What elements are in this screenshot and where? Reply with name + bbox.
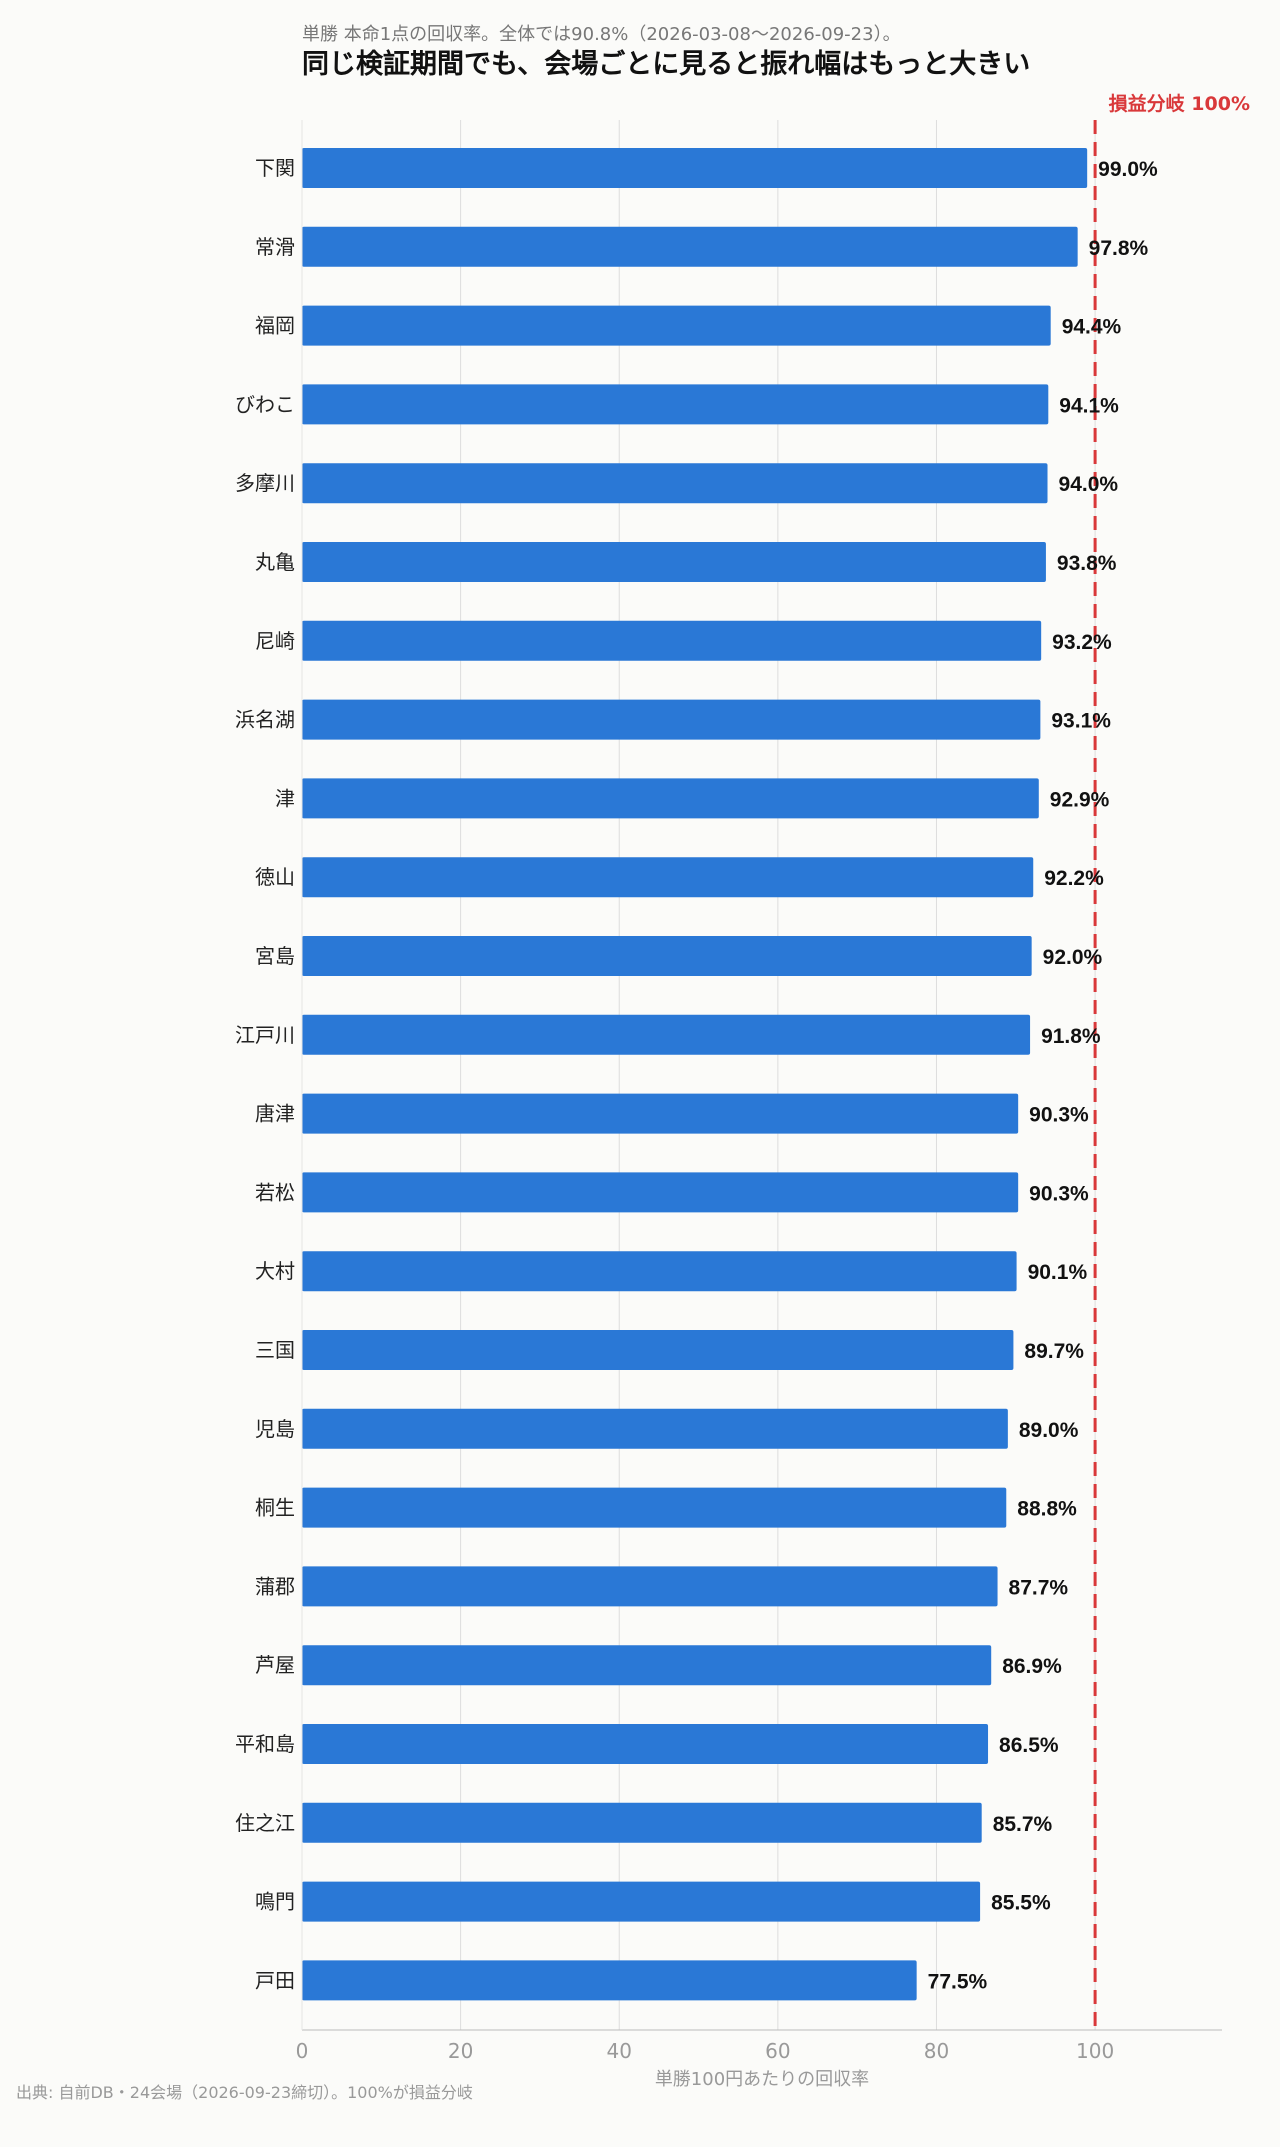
chart-subtitle: 単勝 本命1点の回収率。全体では90.8%（2026-03-08〜2026-09… [302, 24, 901, 45]
category-label-10: 徳山 [255, 865, 295, 889]
category-label-21: 平和島 [235, 1732, 295, 1756]
category-label-4: びわこ [235, 392, 295, 416]
x-tick-label-20: 20 [448, 2039, 473, 2063]
category-label-3: 福岡 [255, 314, 295, 338]
value-label-15: 90.1% [1028, 1261, 1088, 1284]
value-label-5: 94.0% [1059, 473, 1119, 496]
category-label-8: 浜名湖 [235, 708, 295, 732]
bar-22 [302, 1802, 982, 1843]
value-label-16: 89.7% [1024, 1340, 1084, 1363]
category-label-19: 蒲郡 [255, 1574, 295, 1598]
bar-1 [302, 148, 1088, 188]
bar-15 [302, 1251, 1017, 1292]
category-label-24: 戸田 [255, 1968, 295, 1992]
bar-9 [302, 778, 1039, 819]
category-label-22: 住之江 [235, 1811, 295, 1835]
x-tick-label-40: 40 [607, 2039, 632, 2063]
bar-7 [302, 620, 1042, 661]
value-label-13: 90.3% [1029, 1104, 1089, 1127]
breakeven-reference: 損益分岐 100% [1093, 92, 1250, 2030]
value-label-1: 99.0% [1098, 158, 1158, 181]
bar-14 [302, 1172, 1019, 1213]
bar-23 [302, 1881, 981, 1922]
category-label-12: 江戸川 [235, 1023, 295, 1047]
value-label-9: 92.9% [1050, 788, 1110, 811]
x-axis: 0 20 40 60 80 100 [296, 120, 1222, 2063]
value-label-18: 88.8% [1017, 1498, 1077, 1521]
category-label-6: 丸亀 [255, 550, 295, 574]
bars [302, 148, 1088, 2001]
category-label-2: 常滑 [255, 235, 295, 259]
bar-8 [302, 699, 1041, 740]
value-label-10: 92.2% [1044, 867, 1104, 890]
x-tick-label-0: 0 [296, 2039, 309, 2063]
chart-title: 同じ検証期間でも、会場ごとに見ると振れ幅はもっと大きい [302, 48, 1030, 80]
bar-17 [302, 1408, 1008, 1449]
x-tick-label-60: 60 [765, 2039, 790, 2063]
value-label-20: 86.9% [1002, 1655, 1062, 1678]
value-label-23: 85.5% [991, 1892, 1051, 1915]
x-axis-label: 単勝100円あたりの回収率 [655, 2069, 869, 2090]
value-label-3: 94.4% [1062, 316, 1122, 339]
category-label-20: 芦屋 [255, 1653, 295, 1677]
bar-4 [302, 384, 1049, 425]
category-label-16: 三国 [255, 1338, 295, 1362]
bar-12 [302, 1014, 1031, 1055]
value-labels: 99.0% 97.8% 94.4% 94.1% 94.0% 93.8% 93.2% 93.1%… [928, 158, 1158, 1993]
value-label-6: 93.8% [1057, 552, 1117, 575]
bar-20 [302, 1645, 992, 1686]
value-label-22: 85.7% [993, 1813, 1053, 1836]
value-label-24: 77.5% [928, 1970, 988, 1993]
bar-11 [302, 936, 1032, 976]
value-label-17: 89.0% [1019, 1419, 1079, 1442]
category-label-13: 唐津 [255, 1102, 295, 1126]
category-label-7: 尼崎 [255, 629, 295, 653]
value-label-11: 92.0% [1043, 946, 1103, 969]
category-label-18: 桐生 [255, 1496, 295, 1520]
category-labels: 下関常滑福岡びわこ多摩川丸亀尼崎浜名湖津徳山宮島江戸川唐津若松大村三国児島桐生蒲… [235, 156, 295, 1992]
value-label-7: 93.2% [1052, 631, 1112, 654]
value-label-4: 94.1% [1059, 394, 1119, 417]
bar-24 [302, 1960, 917, 2001]
bar-13 [302, 1093, 1019, 1134]
value-label-21: 86.5% [999, 1734, 1059, 1757]
category-label-17: 児島 [255, 1417, 295, 1441]
x-tick-label-80: 80 [924, 2039, 949, 2063]
value-label-2: 97.8% [1089, 237, 1149, 260]
category-label-14: 若松 [255, 1180, 295, 1204]
source-note: 出典: 自前DB・24会場（2026-09-23締切）。100%が損益分岐 [16, 2083, 473, 2102]
value-label-14: 90.3% [1029, 1182, 1089, 1205]
x-tick-label-100: 100 [1076, 2039, 1114, 2063]
value-label-12: 91.8% [1041, 1025, 1101, 1048]
bar-10 [302, 857, 1034, 898]
bar-3 [302, 305, 1051, 346]
bar-5 [302, 463, 1048, 504]
bar-19 [302, 1566, 998, 1607]
bar-21 [302, 1724, 989, 1764]
category-label-23: 鳴門 [255, 1890, 295, 1914]
category-label-5: 多摩川 [235, 471, 295, 495]
value-label-8: 93.1% [1051, 710, 1111, 733]
bar-6 [302, 542, 1046, 582]
reference-line-label: 損益分岐 100% [1109, 92, 1250, 115]
category-label-1: 下関 [255, 156, 295, 180]
category-label-15: 大村 [255, 1259, 295, 1283]
value-label-19: 87.7% [1009, 1576, 1069, 1599]
category-label-9: 津 [275, 786, 295, 810]
bar-2 [302, 226, 1078, 267]
category-label-11: 宮島 [255, 944, 295, 968]
bar-16 [302, 1330, 1014, 1370]
bar-18 [302, 1487, 1007, 1528]
